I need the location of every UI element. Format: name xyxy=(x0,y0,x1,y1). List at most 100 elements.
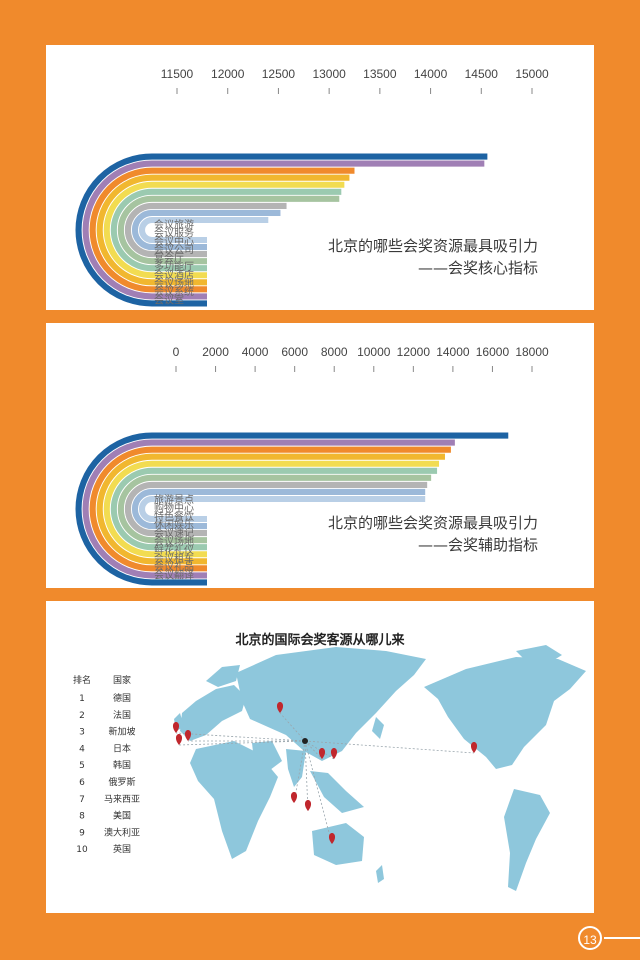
landmass-southeast-asia xyxy=(310,771,364,813)
core-index-chart: 11500 12000 12500 13000 13500 14000 14500 15000… xyxy=(75,67,549,307)
x-tick-label: 13500 xyxy=(363,67,397,81)
category-label: 旅游景点 xyxy=(154,493,194,506)
landmass-south-america xyxy=(504,789,550,891)
x-tick-label: 2000 xyxy=(202,345,229,359)
x-tick-label: 4000 xyxy=(242,345,269,359)
rank-cell: 2 xyxy=(79,711,85,721)
country-cell: 俄罗斯 xyxy=(108,776,135,788)
country-cell: 日本 xyxy=(113,742,131,754)
location-pin-icon xyxy=(304,800,312,811)
bar-band xyxy=(131,488,426,530)
bar-band xyxy=(103,181,345,279)
bar-band xyxy=(96,174,350,286)
rank-cell: 8 xyxy=(79,812,85,822)
x-tick-label: 12000 xyxy=(397,345,431,359)
page-number-line xyxy=(604,937,640,939)
rank-cell: 6 xyxy=(79,778,85,788)
x-tick-label: 6000 xyxy=(281,345,308,359)
x-tick-label: 12000 xyxy=(211,67,245,81)
country-cell: 韩国 xyxy=(113,759,131,771)
route-line xyxy=(304,740,333,845)
category-label: 特色餐饮 xyxy=(154,510,194,523)
category-label: 会议场地 xyxy=(154,535,194,548)
country-cell: 法国 xyxy=(113,709,131,721)
x-tick-label: 0 xyxy=(173,345,180,359)
bar-band xyxy=(89,446,451,572)
landmass-greenland xyxy=(516,645,562,665)
landmass-europe xyxy=(180,685,246,741)
category-label: 宴会厅 xyxy=(154,252,184,265)
category-label: 会议系统 xyxy=(154,285,194,298)
country-cell: 美国 xyxy=(113,810,131,822)
bar-band xyxy=(110,467,438,551)
bar-band xyxy=(96,453,445,565)
bar-band xyxy=(131,209,281,251)
bar-band xyxy=(124,202,287,258)
bar-band xyxy=(110,188,342,272)
category-label: 会议中心 xyxy=(154,235,194,248)
ranking-table: 排名 国家 1 德国 2 法国 3 新加坡 4 日本 5 韩国 6 俄罗斯 7 马来西亚 8 美国 9 澳大利亚 10 英… xyxy=(73,674,140,855)
category-label: 会议速记 xyxy=(154,527,194,540)
landmass-asia xyxy=(236,647,426,761)
rank-cell: 10 xyxy=(76,845,88,855)
location-pin-icon xyxy=(172,722,180,733)
x-tick-label: 8000 xyxy=(321,345,348,359)
table-header: 国家 xyxy=(113,674,131,686)
category-label: 会议酒店 xyxy=(154,268,194,281)
x-tick-label: 10000 xyxy=(357,345,391,359)
bar-band xyxy=(103,460,440,558)
map-title: 北京的国际会奖客源从哪儿来 xyxy=(235,632,405,648)
location-pin-icon xyxy=(175,734,183,745)
bar-band xyxy=(82,160,485,300)
category-label: 会议公司 xyxy=(154,243,194,256)
table-header: 排名 xyxy=(73,674,91,686)
x-tick-label: 14500 xyxy=(465,67,499,81)
category-label: 会议礼品 xyxy=(154,560,194,573)
bar-band xyxy=(138,216,269,244)
bar-band xyxy=(75,153,488,307)
route-line xyxy=(304,740,475,754)
category-label: 休闲娱乐 xyxy=(154,518,194,531)
category-label: 会议旅游 xyxy=(154,218,194,231)
location-markers xyxy=(172,702,478,844)
x-tick-label: 16000 xyxy=(476,345,510,359)
country-cell: 德国 xyxy=(113,692,131,704)
rank-cell: 4 xyxy=(79,744,85,754)
auxiliary-index-panel: 0 2000 4000 6000 8000 10000 12000 14000 16000 180… xyxy=(46,323,594,588)
landmass-japan xyxy=(372,717,384,739)
route-line xyxy=(293,740,306,804)
chart-subtitle: ——会奖核心指标 xyxy=(418,259,538,277)
rank-cell: 7 xyxy=(79,795,85,805)
landmass-africa xyxy=(190,741,278,859)
location-pin-icon xyxy=(276,702,284,713)
x-tick-label: 18000 xyxy=(515,345,549,359)
rank-cell: 5 xyxy=(79,761,85,771)
international-source-panel: 北京的国际会奖客源从哪儿来 排名 国家 1 德国 2 法国 3 新加坡 4 日本 5 韩国 6 俄罗斯 7 马… xyxy=(46,601,594,913)
landmass-india xyxy=(286,749,306,787)
location-pin-icon xyxy=(318,748,326,759)
bar-band xyxy=(89,167,355,293)
page-number: 13 xyxy=(578,926,602,950)
landmass-new-zealand xyxy=(376,865,384,883)
bar-band xyxy=(138,495,426,523)
beijing-origin-dot xyxy=(302,738,308,744)
category-label: 会议场地 xyxy=(154,277,194,290)
category-label: 会议服务 xyxy=(154,226,194,239)
rank-cell: 9 xyxy=(79,828,85,838)
auxiliary-index-chart: 0 2000 4000 6000 8000 10000 12000 14000 16000 180… xyxy=(75,345,549,586)
landmass-australia xyxy=(312,823,364,865)
category-label: 多功能厅 xyxy=(154,260,194,273)
landmass-scandinavia xyxy=(206,665,240,687)
category-label: 会议室 xyxy=(154,294,184,307)
route-line xyxy=(304,740,323,760)
location-pin-icon xyxy=(290,792,298,803)
bar-band xyxy=(82,439,455,579)
country-cell: 新加坡 xyxy=(108,726,135,738)
route-line xyxy=(175,732,306,742)
bar-band xyxy=(75,432,509,586)
chart-subtitle: ——会奖辅助指标 xyxy=(418,536,538,554)
location-pin-icon xyxy=(328,833,336,844)
world-map xyxy=(174,645,586,891)
location-pin-icon xyxy=(184,730,192,741)
bar-band xyxy=(117,474,432,544)
